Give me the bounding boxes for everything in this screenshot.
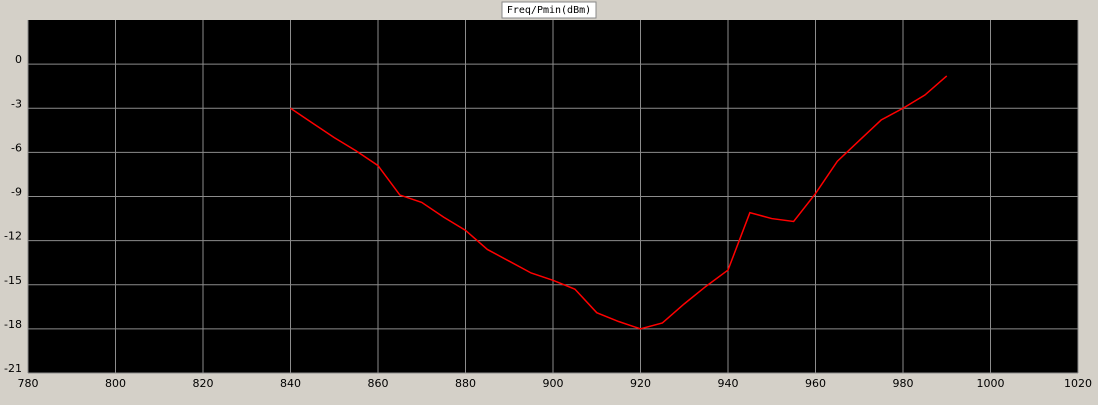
data-line xyxy=(290,75,948,330)
x-tick-label: 880 xyxy=(455,377,476,390)
x-tick-label: 1020 xyxy=(1064,377,1092,390)
y-tick-label: -6 xyxy=(11,141,22,154)
x-tick-label: 860 xyxy=(368,377,389,390)
y-tick-label: -9 xyxy=(11,186,22,199)
x-tick-label: 1000 xyxy=(977,377,1005,390)
chart-title: Freq/Pmin(dBm) xyxy=(507,5,591,16)
y-tick-label: -12 xyxy=(4,230,22,243)
x-tick-label: 780 xyxy=(18,377,39,390)
x-tick-label: 940 xyxy=(718,377,739,390)
title-box xyxy=(501,1,597,19)
x-tick-label: 980 xyxy=(893,377,914,390)
y-tick-label: -3 xyxy=(11,97,22,110)
y-tick-label: -15 xyxy=(4,274,22,287)
x-tick-label: 900 xyxy=(543,377,564,390)
x-tick-label: 800 xyxy=(105,377,126,390)
x-tick-label: 840 xyxy=(280,377,301,390)
y-tick-label: -21 xyxy=(4,362,22,375)
x-tick-label: 920 xyxy=(630,377,651,390)
x-tick-label: 820 xyxy=(193,377,214,390)
y-tick-label: -18 xyxy=(4,318,22,331)
x-tick-label: 960 xyxy=(805,377,826,390)
y-tick-label: 0 xyxy=(15,53,22,66)
